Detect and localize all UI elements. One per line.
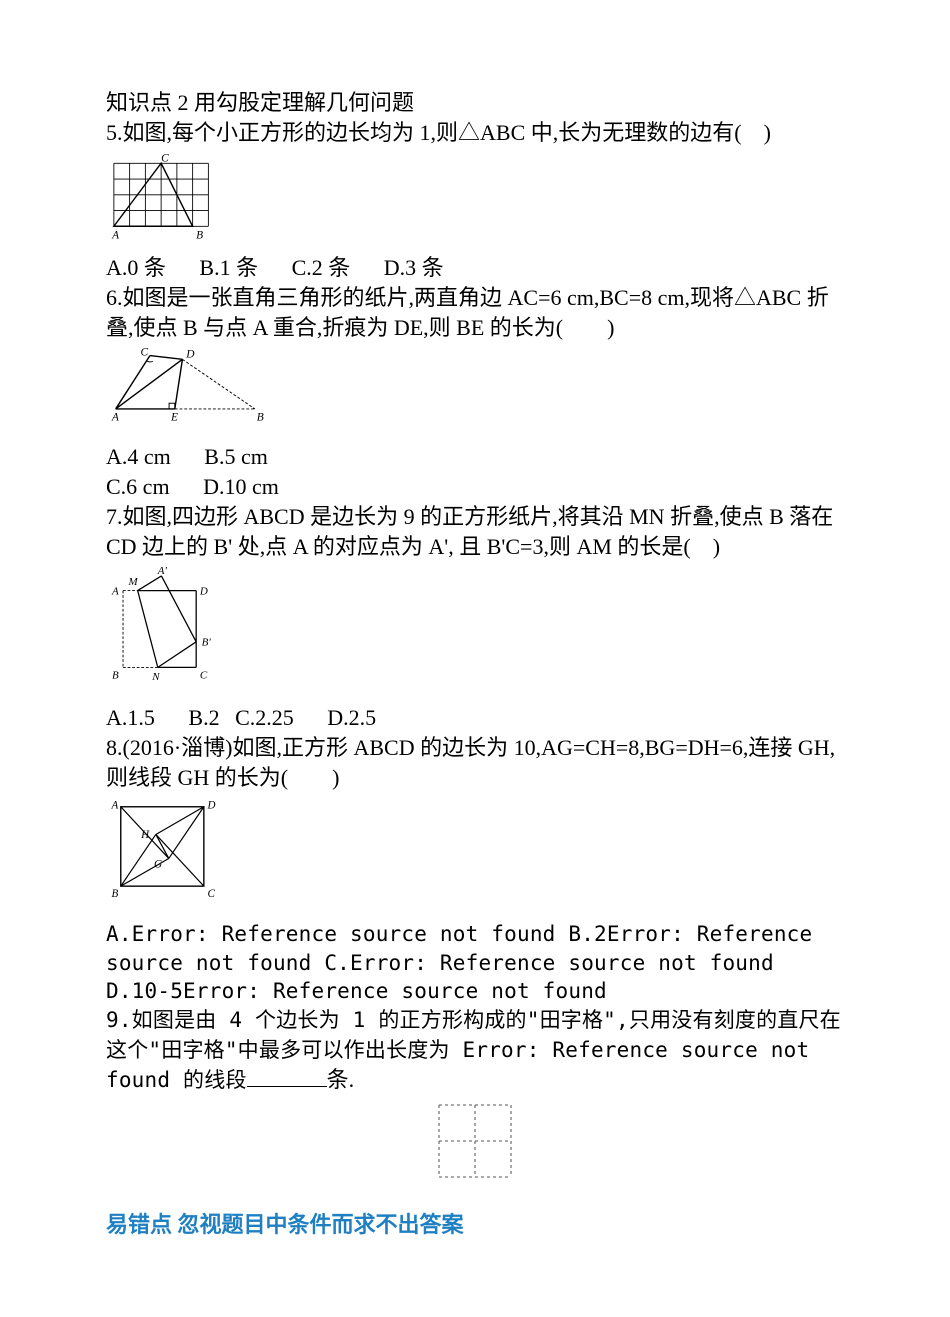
q6-opt-d: D.10 cm bbox=[203, 472, 279, 502]
svg-text:E: E bbox=[170, 412, 178, 424]
svg-text:A: A bbox=[111, 585, 119, 597]
svg-text:A: A bbox=[111, 230, 119, 242]
q9-text-a: 9.如图是由 4 个边长为 1 的正方形构成的"田字格",只用没有刻度的直尺在这… bbox=[106, 1008, 841, 1091]
svg-text:B: B bbox=[112, 670, 119, 682]
q9-blank bbox=[247, 1065, 327, 1087]
svg-text:G: G bbox=[154, 859, 162, 871]
svg-text:C: C bbox=[140, 347, 148, 359]
q7-opt-b: B.2 bbox=[188, 703, 219, 733]
q5-opt-c: C.2 条 bbox=[292, 253, 351, 283]
q5-figure: A B C bbox=[106, 151, 844, 249]
q5-options: A.0 条 B.1 条 C.2 条 D.3 条 bbox=[106, 253, 844, 283]
svg-text:B: B bbox=[257, 412, 264, 424]
svg-text:D: D bbox=[207, 800, 216, 812]
q5-opt-b: B.1 条 bbox=[199, 253, 258, 283]
section-title: 知识点 2 用勾股定理解几何问题 bbox=[106, 88, 844, 118]
q7-opt-a: A.1.5 bbox=[106, 703, 155, 733]
q6-options-row1: A.4 cm B.5 cm bbox=[106, 442, 844, 472]
svg-text:B: B bbox=[196, 230, 203, 242]
q9-figure bbox=[432, 1098, 518, 1184]
q9-text-b: 条. bbox=[327, 1067, 355, 1092]
q7-text: 7.如图,四边形 ABCD 是边长为 9 的正方形纸片,将其沿 MN 折叠,使点… bbox=[106, 502, 844, 561]
svg-text:D: D bbox=[185, 349, 195, 361]
q6-opt-a: A.4 cm bbox=[106, 442, 171, 472]
svg-text:H: H bbox=[140, 829, 150, 841]
svg-text:M: M bbox=[128, 576, 139, 588]
q7-opt-c: C.2.25 bbox=[235, 703, 294, 733]
q5-text: 5.如图,每个小正方形的边长均为 1,则△ABC 中,长为无理数的边有( ) bbox=[106, 118, 844, 148]
q6-opt-b: B.5 cm bbox=[204, 442, 268, 472]
q6-text: 6.如图是一张直角三角形的纸片,两直角边 AC=6 cm,BC=8 cm,现将△… bbox=[106, 283, 844, 342]
q8-figure: A B C D H G bbox=[106, 796, 844, 908]
svg-text:N: N bbox=[151, 671, 160, 683]
svg-text:A: A bbox=[111, 800, 119, 812]
q7-opt-d: D.2.5 bbox=[327, 703, 376, 733]
q6-figure: A B C D E bbox=[106, 346, 844, 428]
svg-text:A: A bbox=[111, 412, 120, 424]
q8-options-line: A.Error: Reference source not found B.2E… bbox=[106, 920, 844, 1005]
svg-text:D: D bbox=[199, 585, 208, 597]
q9-text: 9.如图是由 4 个边长为 1 的正方形构成的"田字格",只用没有刻度的直尺在这… bbox=[106, 1005, 844, 1094]
svg-text:C: C bbox=[208, 888, 216, 900]
svg-text:C: C bbox=[161, 153, 169, 165]
q5-opt-a: A.0 条 bbox=[106, 253, 166, 283]
footer-highlight: 易错点 忽视题目中条件而求不出答案 bbox=[106, 1210, 844, 1240]
q7-options: A.1.5 B.2 C.2.25 D.2.5 bbox=[106, 703, 844, 733]
q8-text: 8.(2016·淄博)如图,正方形 ABCD 的边长为 10,AG=CH=8,B… bbox=[106, 733, 844, 792]
q6-options-row2: C.6 cm D.10 cm bbox=[106, 472, 844, 502]
q5-opt-d: D.3 条 bbox=[384, 253, 444, 283]
q9-figure-wrap bbox=[106, 1098, 844, 1184]
q6-opt-c: C.6 cm bbox=[106, 472, 170, 502]
svg-text:A': A' bbox=[157, 565, 168, 577]
svg-text:B': B' bbox=[202, 637, 212, 649]
svg-text:C: C bbox=[200, 670, 208, 682]
svg-text:B: B bbox=[112, 888, 119, 900]
q7-figure: A B C D M N B' A' bbox=[106, 565, 844, 693]
